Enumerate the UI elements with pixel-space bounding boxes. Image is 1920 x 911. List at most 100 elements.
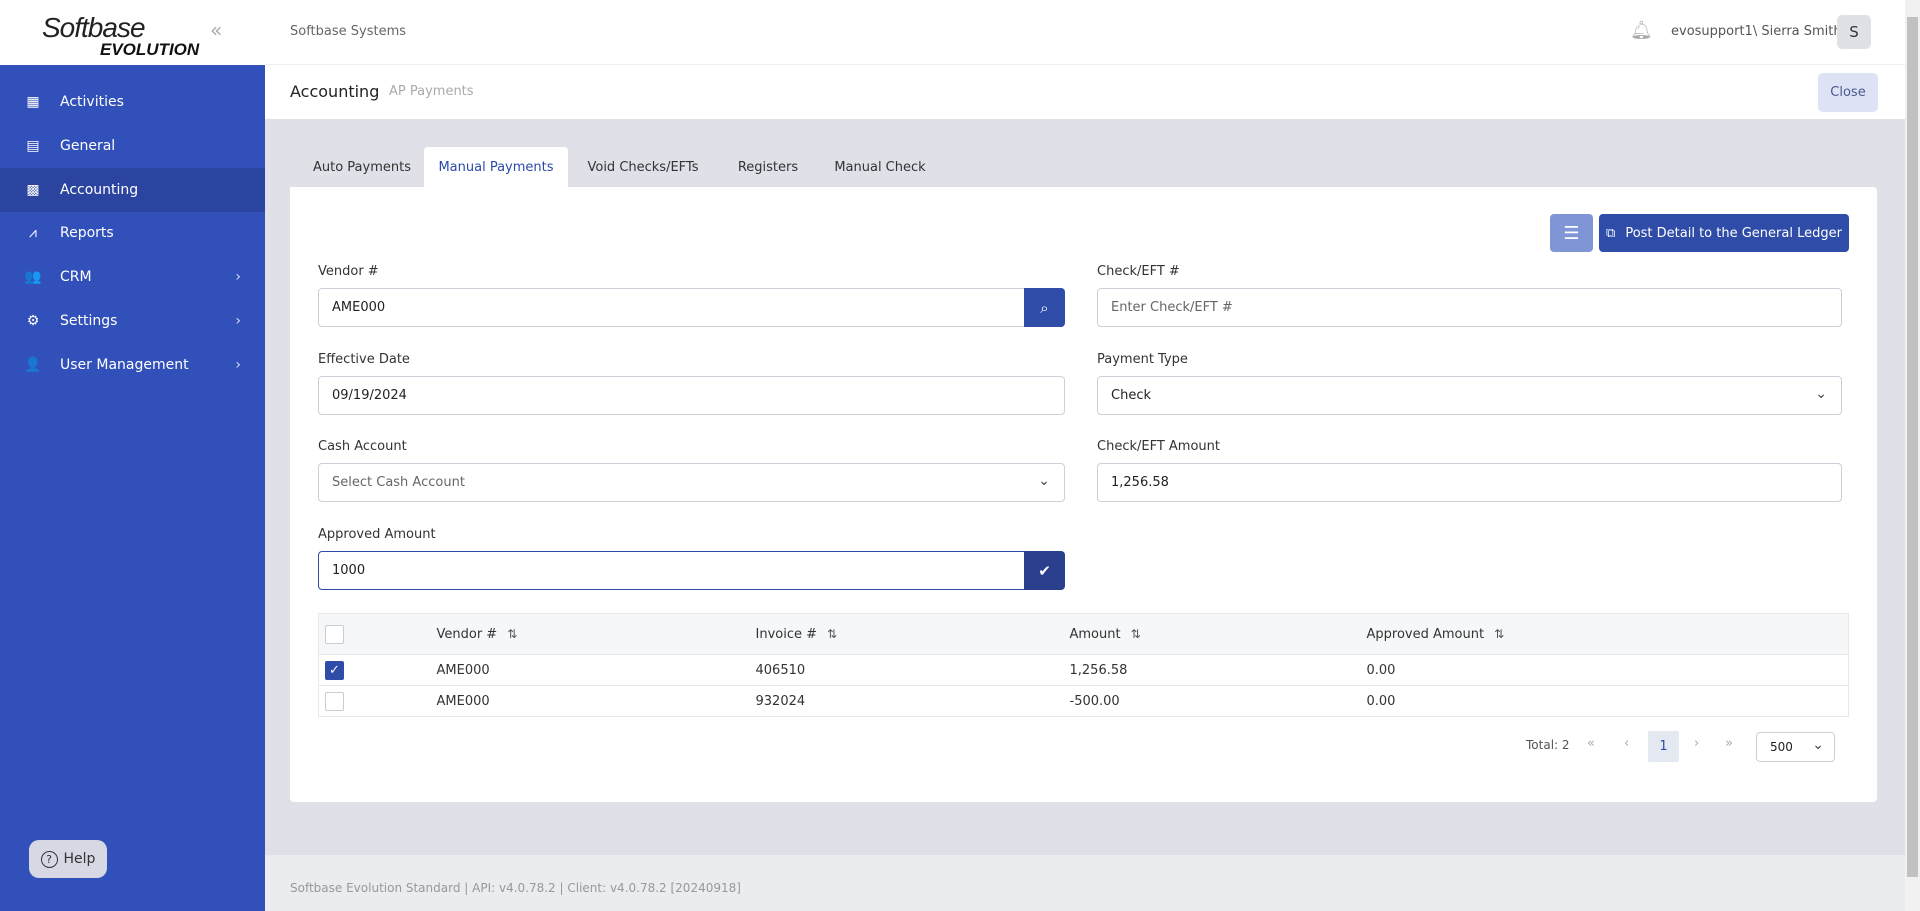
sidebar-item-label: User Management <box>60 357 189 373</box>
user-cog-icon: 👤 <box>24 357 42 373</box>
next-page-button[interactable]: › <box>1694 736 1700 751</box>
approved-amount-input[interactable]: 1000 <box>318 551 1025 590</box>
tab-auto-payments[interactable]: Auto Payments <box>312 159 411 175</box>
bell-icon[interactable]: 🔔︎ <box>1630 20 1653 41</box>
question-icon: ? <box>40 850 58 868</box>
sidebar-item-reports[interactable]: ⩘ Reports <box>0 211 265 255</box>
top-bar: Softbase Systems 🔔︎ evosupport1\ Sierra … <box>265 0 1905 65</box>
check-eft-label: Check/EFT # <box>1097 264 1180 279</box>
version-info: Softbase Evolution Standard | API: v4.0.… <box>290 881 741 895</box>
chart-icon: ⩘ <box>29 225 37 241</box>
sort-icon[interactable]: ⇅ <box>1130 626 1141 641</box>
logo-subtext: EVOLUTION <box>100 40 200 59</box>
tab-manual-payments[interactable]: Manual Payments <box>424 147 568 187</box>
sidebar-item-accounting[interactable]: ▩ Accounting <box>0 168 265 212</box>
payment-type-label: Payment Type <box>1097 352 1188 367</box>
invoice-table: Vendor # ⇅ Invoice # ⇅ Amount ⇅ Approved Am… <box>318 613 1849 717</box>
approved-amount-label: Approved Amount <box>318 527 436 542</box>
chevron-right-icon: › <box>235 269 241 285</box>
table-row[interactable]: ✓ AME000 406510 1,256.58 0.00 <box>318 654 1849 686</box>
sort-icon[interactable]: ⇅ <box>1494 626 1505 641</box>
cell-approved-amount: 0.00 <box>1366 685 1849 717</box>
row-checkbox[interactable] <box>325 691 344 711</box>
archive-icon: ▤ <box>26 138 40 154</box>
effective-date-input[interactable]: 09/19/2024 <box>318 376 1065 415</box>
post-to-general-ledger-button[interactable]: ⧉ Post Detail to the General Ledger <box>1599 214 1849 252</box>
sidebar-item-activities[interactable]: ▦ Activities <box>0 80 265 124</box>
cell-invoice: 932024 <box>755 685 1070 717</box>
page-size-select[interactable]: 500 ⌄ <box>1756 732 1835 762</box>
chevron-down-icon: ⌄ <box>1038 473 1050 489</box>
user-name[interactable]: evosupport1\ Sierra Smith <box>1671 24 1842 39</box>
cash-account-label: Cash Account <box>318 439 407 454</box>
sidebar-item-label: CRM <box>60 269 92 285</box>
server-list-icon: ☰ <box>1563 222 1580 244</box>
sidebar-item-user-management[interactable]: 👤 User Management › <box>0 343 265 387</box>
cell-vendor: AME000 <box>436 654 756 686</box>
sidebar-item-general[interactable]: ▤ General <box>0 124 265 168</box>
vendor-input[interactable]: AME000 <box>318 288 1025 327</box>
search-icon: ⌕ <box>1040 298 1049 317</box>
calculator-icon: ▩ <box>26 182 40 198</box>
breadcrumb-section[interactable]: Accounting <box>290 82 380 101</box>
chevron-down-icon: ⌄ <box>1815 386 1827 402</box>
table-row[interactable]: AME000 932024 -500.00 0.00 <box>318 685 1849 717</box>
sidebar: Softbase EVOLUTION « ▦ Activities ▤ Genera… <box>0 0 265 911</box>
help-label: Help <box>63 851 96 867</box>
post-button-label: Post Detail to the General Ledger <box>1625 225 1842 241</box>
table-header-row: Vendor # ⇅ Invoice # ⇅ Amount ⇅ Approved Am… <box>318 613 1849 655</box>
breadcrumb-page: AP Payments <box>389 84 474 99</box>
help-button[interactable]: ? Help <box>29 840 107 878</box>
sidebar-item-label: Activities <box>60 94 124 110</box>
check-amount-label: Check/EFT Amount <box>1097 439 1220 454</box>
select-all-checkbox[interactable] <box>325 624 344 644</box>
last-page-button[interactable]: » <box>1725 736 1733 751</box>
first-page-button[interactable]: « <box>1587 736 1595 751</box>
gear-icon: ⚙ <box>26 313 40 329</box>
close-button[interactable]: Close <box>1818 73 1878 112</box>
page-size-value: 500 <box>1770 740 1793 754</box>
column-header-invoice[interactable]: Invoice # <box>755 626 818 642</box>
check-amount-input[interactable]: 1,256.58 <box>1097 463 1842 502</box>
sort-icon[interactable]: ⇅ <box>827 626 838 641</box>
company-name: Softbase Systems <box>290 24 407 39</box>
cash-account-select[interactable]: Select Cash Account ⌄ <box>318 463 1065 502</box>
row-checkbox[interactable]: ✓ <box>325 660 344 680</box>
check-eft-input[interactable]: Enter Check/EFT # <box>1097 288 1842 327</box>
column-header-amount[interactable]: Amount <box>1069 626 1121 642</box>
cell-amount: 1,256.58 <box>1069 654 1367 686</box>
grid-icon: ▦ <box>26 94 40 110</box>
page-1-button[interactable]: 1 <box>1648 731 1679 762</box>
chevron-right-icon: › <box>235 313 241 329</box>
cell-vendor: AME000 <box>436 685 756 717</box>
column-header-vendor[interactable]: Vendor # <box>436 626 498 642</box>
vendor-search-button[interactable]: ⌕ <box>1024 288 1065 327</box>
prev-page-button[interactable]: ‹ <box>1624 736 1630 751</box>
vendor-label: Vendor # <box>318 264 379 279</box>
approve-button[interactable]: ✔ <box>1024 551 1065 590</box>
logo-text: Softbase <box>42 12 146 43</box>
payment-type-value: Check <box>1111 388 1151 403</box>
tab-manual-check[interactable]: Manual Check <box>834 159 926 175</box>
sidebar-item-label: Accounting <box>60 182 139 198</box>
payment-type-select[interactable]: Check ⌄ <box>1097 376 1842 415</box>
collapse-sidebar-icon[interactable]: « <box>210 18 223 42</box>
check-icon: ✔ <box>1038 561 1051 580</box>
cell-amount: -500.00 <box>1069 685 1367 717</box>
tab-registers[interactable]: Registers <box>737 159 799 175</box>
cash-account-placeholder: Select Cash Account <box>332 475 465 490</box>
scrollbar-thumb[interactable] <box>1907 17 1918 877</box>
sidebar-item-settings[interactable]: ⚙ Settings › <box>0 299 265 343</box>
list-view-button[interactable]: ☰ <box>1550 214 1593 252</box>
sidebar-item-label: General <box>60 138 116 154</box>
logo: Softbase EVOLUTION « <box>0 0 265 65</box>
avatar[interactable]: S <box>1837 15 1871 49</box>
cell-invoice: 406510 <box>755 654 1070 686</box>
sort-icon[interactable]: ⇅ <box>507 626 518 641</box>
tab-void-checks[interactable]: Void Checks/EFTs <box>587 159 699 175</box>
sidebar-item-crm[interactable]: 👥 CRM › <box>0 255 265 299</box>
total-count: Total: 2 <box>1526 738 1570 752</box>
chevron-down-icon: ⌄ <box>1812 737 1824 753</box>
chevron-right-icon: › <box>235 357 241 373</box>
column-header-approved-amount[interactable]: Approved Amount <box>1366 626 1485 642</box>
